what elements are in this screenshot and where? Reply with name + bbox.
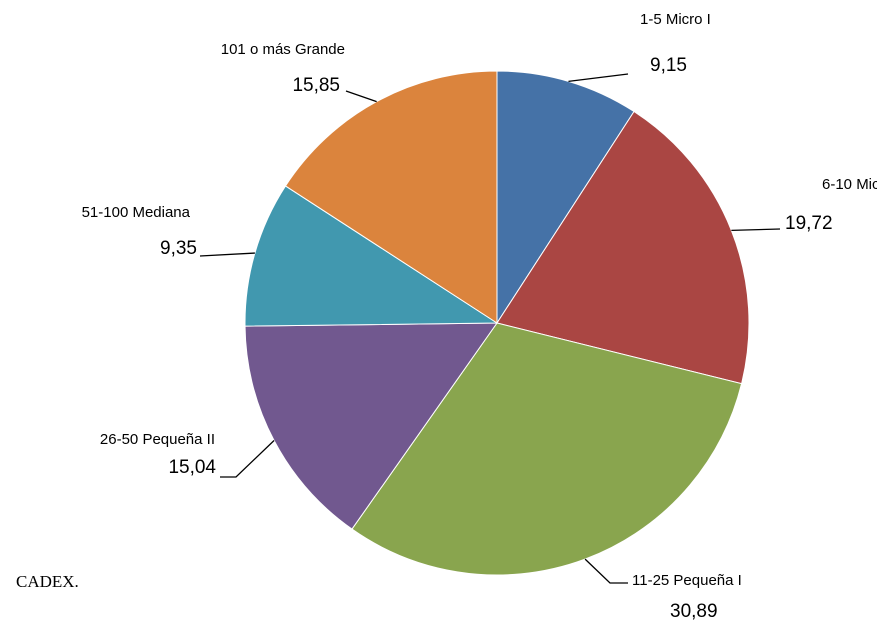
slice-value: 15,85 <box>292 75 340 96</box>
slice-name: 1-5 Micro I <box>640 11 711 28</box>
pie-slice <box>284 70 498 324</box>
slice-value: 19,72 <box>785 213 833 234</box>
slice-name: 11-25 Pequeña I <box>632 572 742 589</box>
pie-slice <box>351 322 743 576</box>
slice-value: 30,89 <box>670 601 718 622</box>
source-note: CADEX. <box>16 572 79 591</box>
leader-line <box>731 228 781 232</box>
pie-slice <box>496 70 635 325</box>
slice-name: 101 o más Grande <box>221 41 345 58</box>
slice-value: 9,35 <box>160 238 197 259</box>
leader-line <box>345 90 377 103</box>
slice-name: 26-50 Pequeña II <box>100 431 215 448</box>
slice-name: 6-10 Micro II <box>822 176 877 193</box>
slice-value: 15,04 <box>168 457 216 478</box>
slice-value: 9,15 <box>650 55 687 76</box>
pie-slice <box>244 322 498 530</box>
slice-name: 51-100 Mediana <box>82 204 191 221</box>
leader-line <box>220 440 275 478</box>
leader-line <box>199 252 255 257</box>
leader-line <box>568 73 629 82</box>
leader-line <box>584 558 628 584</box>
